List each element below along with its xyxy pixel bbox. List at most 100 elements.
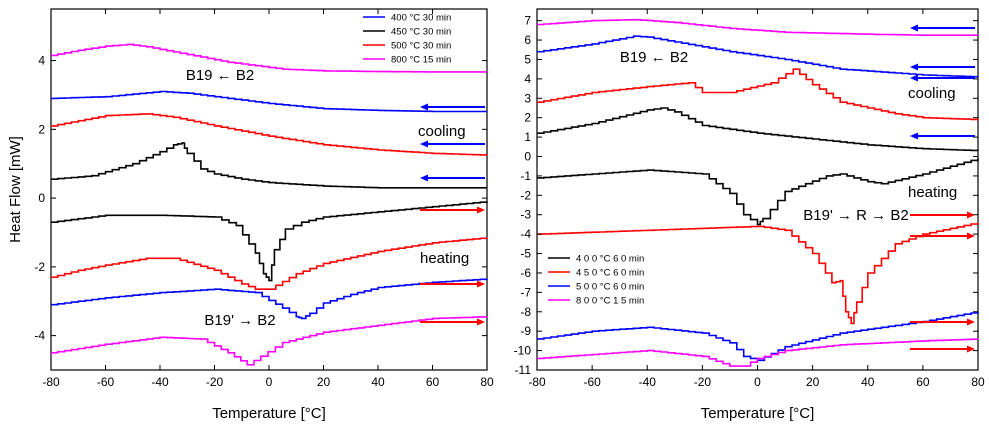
series-line (537, 68, 979, 121)
series-line (51, 201, 488, 282)
arrow-cooling (910, 63, 975, 71)
y-tick-label: -8 (520, 305, 531, 319)
y-tick-label: 3 (524, 91, 531, 105)
y-tick-label: -1 (520, 169, 531, 183)
x-axis-label: Temperature [°C] (212, 405, 326, 422)
annotation-cooling: cooling (908, 85, 956, 102)
y-tick-label: -3 (520, 208, 531, 222)
x-tick-label: 80 (480, 375, 494, 389)
legend-label: 5 0 0 °C 6 0 min (576, 282, 644, 293)
legend-label: 450 °C 30 min (391, 27, 451, 38)
series-line (51, 316, 488, 366)
x-tick-label: 60 (916, 375, 930, 389)
arrow-head (910, 74, 918, 82)
y-tick-label: -4 (34, 329, 45, 343)
arrow-cooling (420, 103, 485, 111)
x-tick-label: -80 (42, 375, 60, 389)
series-line (537, 338, 979, 367)
arrow-cooling (910, 132, 975, 140)
arrow-head (477, 318, 485, 326)
y-tick-label: 4 (38, 54, 45, 68)
annotation-heating: heating (908, 184, 957, 201)
arrow-head (967, 345, 975, 353)
arrow-head (420, 103, 428, 111)
x-tick-label: -40 (151, 375, 169, 389)
series-line (537, 107, 979, 152)
x-tick-label: -80 (528, 375, 546, 389)
y-tick-label: 5 (524, 52, 531, 66)
x-tick-label: 0 (754, 375, 761, 389)
arrow-cooling (420, 174, 485, 182)
annotation-transformation-cooling: B19 ← B2 (620, 49, 688, 66)
series-line (537, 158, 979, 226)
legend-label: 800 °C 15 min (391, 55, 451, 66)
y-tick-label: 6 (524, 33, 531, 47)
series-line (51, 237, 488, 290)
arrow-heating (910, 211, 975, 219)
x-tick-label: -60 (97, 375, 115, 389)
arrow-heating (910, 318, 975, 326)
arrow-cooling (910, 74, 975, 82)
y-tick-label: 4 (524, 72, 531, 86)
x-tick-label: 0 (266, 375, 273, 389)
arrow-head (420, 140, 428, 148)
x-tick-label: 40 (861, 375, 875, 389)
x-tick-label: 60 (426, 375, 440, 389)
x-tick-label: -20 (694, 375, 712, 389)
y-tick-label: -2 (34, 260, 45, 274)
y-tick-label: -6 (520, 266, 531, 280)
arrow-cooling (420, 140, 485, 148)
annotation-transformation-heating: B19' → R → B2 (803, 207, 908, 224)
arrow-head (967, 232, 975, 240)
annotation-cooling: cooling (418, 123, 466, 140)
x-tick-label: -20 (206, 375, 224, 389)
arrow-head (910, 63, 918, 71)
arrow-head (967, 318, 975, 326)
annotation-transformation-cooling: B19 ← B2 (186, 67, 254, 84)
x-tick-label: 80 (971, 375, 985, 389)
x-axis-label: Temperature [°C] (701, 405, 815, 422)
arrow-head (477, 206, 485, 214)
y-tick-label: -7 (520, 285, 531, 299)
arrow-cooling (910, 24, 975, 32)
x-tick-label: 40 (371, 375, 385, 389)
arrow-heating (420, 206, 485, 214)
y-tick-label: -9 (520, 324, 531, 338)
y-tick-label: 1 (524, 130, 531, 144)
series-line (51, 43, 487, 73)
x-tick-label: 20 (806, 375, 820, 389)
y-tick-label: -11 (515, 363, 532, 377)
series-line (51, 278, 488, 320)
y-tick-label: 7 (524, 14, 531, 28)
arrow-heating (420, 280, 485, 288)
y-tick-label: 2 (38, 122, 45, 136)
arrow-head (910, 24, 918, 32)
y-tick-label: -10 (514, 344, 532, 358)
legend-label: 400 °C 30 min (391, 13, 451, 24)
arrow-head (477, 280, 485, 288)
y-tick-label: -4 (520, 227, 531, 241)
annotation-heating: heating (420, 250, 469, 267)
y-tick-label: -2 (520, 188, 531, 202)
legend-label: 4 5 0 °C 6 0 min (576, 268, 644, 279)
arrow-heating (910, 232, 975, 240)
y-tick-label: 0 (38, 191, 45, 205)
x-tick-label: -40 (639, 375, 657, 389)
x-tick-label: -60 (583, 375, 601, 389)
arrow-head (420, 174, 428, 182)
arrow-heating (420, 318, 485, 326)
x-tick-label: 20 (317, 375, 331, 389)
series-line (51, 113, 488, 156)
series-line (537, 35, 979, 78)
y-tick-label: 0 (524, 150, 531, 164)
y-tick-label: 2 (524, 111, 531, 125)
arrow-heating (910, 345, 975, 353)
legend-label: 4 0 0 °C 6 0 min (576, 254, 644, 265)
series-line (537, 222, 979, 325)
series-line (51, 90, 487, 113)
legend-label: 8 0 0 °C 1 5 min (576, 296, 644, 307)
arrow-head (910, 132, 918, 140)
legend-label: 500 °C 30 min (391, 41, 451, 52)
arrow-head (967, 211, 975, 219)
